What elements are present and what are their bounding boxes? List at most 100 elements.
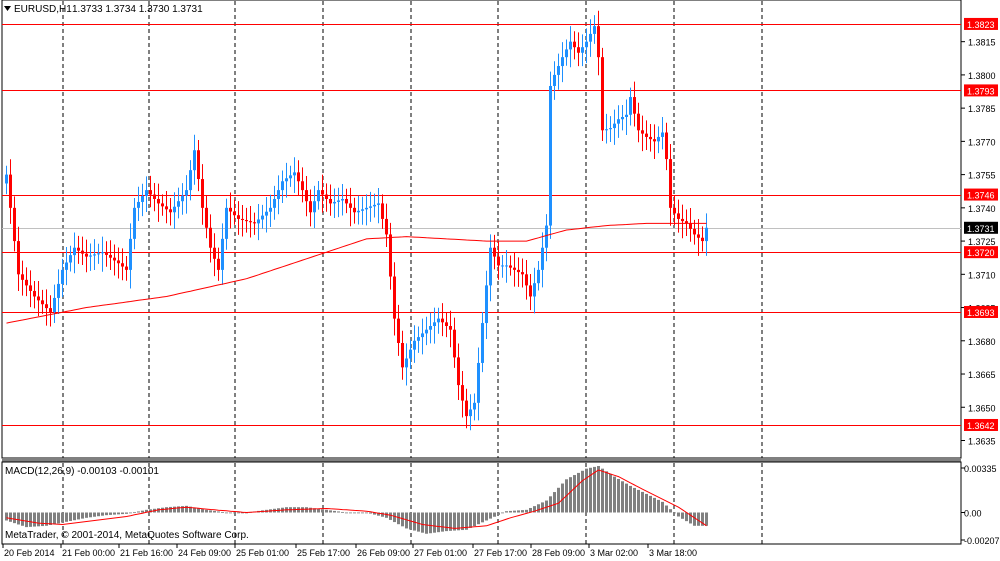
macd-bar [413, 512, 416, 531]
candle-body [641, 130, 644, 134]
candle-body [549, 85, 552, 226]
panel-separator[interactable] [2, 458, 961, 462]
macd-bar [81, 512, 84, 519]
candle-body [697, 234, 700, 238]
macd-bar [301, 507, 304, 513]
candle-body [217, 258, 220, 270]
horizontal-levels[interactable] [2, 24, 961, 426]
candle-body [233, 211, 236, 216]
macd-bar [117, 512, 120, 515]
candle-body [17, 241, 20, 275]
triangle-down-icon[interactable] [4, 6, 11, 11]
time-tick-label: 20 Feb 2014 [4, 548, 55, 558]
candle-body [685, 221, 688, 224]
candle-body [101, 252, 104, 254]
macd-bar [101, 512, 104, 516]
macd-bar [217, 511, 220, 513]
candle-body [637, 113, 640, 131]
price-tick-label: 1.3665 [968, 370, 996, 380]
price-tick-label: 1.3710 [968, 270, 996, 280]
candle-body [161, 203, 164, 207]
candle-body [29, 285, 32, 291]
macd-bar [597, 466, 600, 513]
macd-bar [481, 512, 484, 523]
candle-body [429, 326, 432, 330]
candle-body [357, 210, 360, 213]
price-tag-label: 1.3642 [967, 421, 995, 431]
macd-bar [605, 471, 608, 513]
price-tag-label: 1.3693 [967, 308, 995, 318]
macd-bar [625, 483, 628, 513]
candle-body [185, 190, 188, 196]
price-tick-label: 1.3725 [968, 237, 996, 247]
macd-bar [569, 477, 572, 513]
macd-bar [125, 512, 128, 514]
macd-bar [381, 512, 384, 517]
candle-body [281, 181, 284, 191]
symbol-label: EURUSD,H1 [14, 4, 72, 15]
macd-bar [689, 512, 692, 524]
macd-bar [629, 485, 632, 513]
copyright-label: MetaTrader, © 2001-2014, MetaQuotes Soft… [5, 530, 249, 541]
candle-body [605, 129, 608, 131]
price-panel[interactable]: 1.3823 1.3815 1.3800 1.3793 1.3785 1.3770 1.37… [1, 0, 998, 459]
candle-body [169, 209, 172, 213]
macd-bar [633, 487, 636, 513]
candle-body [457, 357, 460, 386]
macd-bar [193, 507, 196, 513]
macd-bar [517, 510, 520, 513]
macd-bar [617, 478, 620, 513]
price-tag-label: 1.3746 [967, 191, 995, 201]
candle-body [109, 254, 112, 258]
macd-bar [197, 508, 200, 513]
candle-body [465, 400, 468, 417]
macd-bar [425, 512, 428, 534]
macd-bar [553, 492, 556, 513]
macd-tick-label: -0.00207 [964, 536, 1000, 546]
candle-body [65, 262, 68, 270]
macd-bar [149, 509, 152, 513]
macd-bar [533, 506, 536, 513]
macd-bar [417, 512, 420, 532]
candle-body [485, 285, 488, 324]
candle-body [349, 203, 352, 208]
macd-bar [221, 511, 224, 513]
candle-body [613, 123, 616, 129]
macd-bar [705, 512, 708, 526]
macd-bar [501, 512, 504, 514]
candle-body [705, 227, 708, 242]
macd-bar [537, 504, 540, 513]
candle-body [441, 318, 444, 323]
candle-body [533, 283, 536, 297]
candle-body [489, 247, 492, 286]
macd-panel[interactable]: 0.00335 0.00 -0.00207 MACD(12,26,9) -0.001… [1, 461, 1000, 546]
candle-body [625, 114, 628, 117]
candle-body [597, 26, 600, 58]
macd-bar [649, 495, 652, 513]
macd-bar [105, 512, 108, 516]
macd-bar [89, 512, 92, 518]
candle-body [269, 207, 272, 212]
macd-bar [573, 475, 576, 513]
candle-body [437, 318, 440, 323]
macd-bar [145, 509, 148, 513]
candle-body [137, 201, 140, 208]
macd-bar [329, 510, 332, 513]
candle-body [301, 181, 304, 191]
candle-body [617, 119, 620, 124]
macd-bar [577, 472, 580, 513]
macd-bar [469, 512, 472, 528]
candle-body [673, 207, 676, 214]
candle-body [221, 238, 224, 270]
candle-body [121, 263, 124, 267]
macd-bar [437, 512, 440, 533]
macd-bar [341, 511, 344, 513]
macd-title: MACD(12,26,9) -0.00103 -0.00101 [5, 466, 159, 477]
ohlc-label: 1.3733 1.3734 1.3730 1.3731 [72, 4, 203, 15]
candle-body [569, 41, 572, 50]
candle-body [521, 272, 524, 275]
macd-bar [693, 512, 696, 526]
candle-body [421, 333, 424, 338]
macd-bar [701, 512, 704, 526]
